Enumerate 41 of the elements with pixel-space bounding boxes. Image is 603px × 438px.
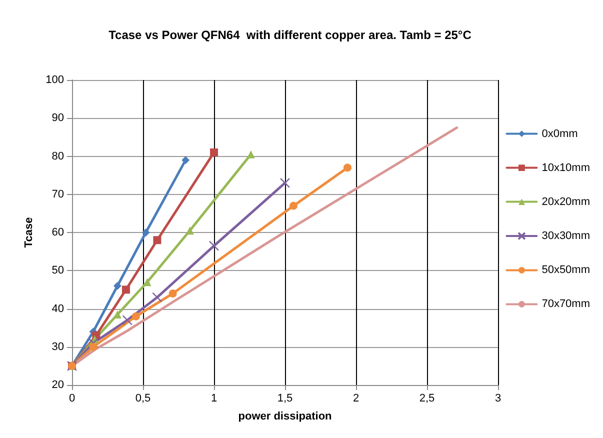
point [343, 164, 352, 172]
x-tick-label: 0 [68, 392, 76, 404]
y-tick-label: 100 [46, 74, 64, 86]
point [210, 148, 218, 156]
x-tick-label: 1,5 [277, 392, 293, 404]
x-tick-label: 2,5 [419, 392, 435, 404]
x-tick-label: 3 [494, 392, 502, 404]
legend-label: 10x10mm [542, 162, 590, 174]
point [153, 236, 162, 244]
point [88, 338, 98, 348]
point [152, 292, 162, 302]
point [142, 228, 150, 236]
y-axis-title: Tcase [23, 217, 36, 248]
x-tick-label: 2 [352, 392, 360, 404]
point [122, 315, 132, 326]
y-tick-label: 40 [52, 302, 64, 315]
point [290, 202, 298, 210]
point [132, 312, 140, 320]
legend-label: 20x20mm [542, 196, 590, 208]
legend-label: 50x50mm [542, 264, 590, 276]
x-tick-label: 1 [210, 392, 218, 404]
y-tick-label: 90 [52, 112, 64, 124]
y-tick-label: 30 [52, 340, 64, 353]
y-tick-label: 20 [52, 379, 64, 391]
x-tick-label: 0,5 [135, 392, 151, 404]
legend-label: 0x0mm [542, 128, 578, 140]
y-tick-label: 80 [52, 150, 64, 162]
y-tick-label: 70 [52, 188, 64, 200]
y-tick-label: 50 [52, 264, 64, 277]
point [280, 178, 290, 188]
point [89, 342, 98, 351]
point [168, 290, 177, 298]
point [113, 282, 122, 290]
point [122, 286, 130, 294]
legend-label: 30x30mm [542, 230, 590, 242]
y-tick-label: 60 [52, 226, 64, 238]
chart-title: Tcase vs Power QFN64 with different copper area. Tamb = 25°C [108, 28, 472, 42]
legend-label: 70x70mm [542, 298, 590, 310]
point [182, 156, 190, 164]
x-axis-title: power dissipation [238, 410, 332, 422]
point [208, 240, 220, 251]
